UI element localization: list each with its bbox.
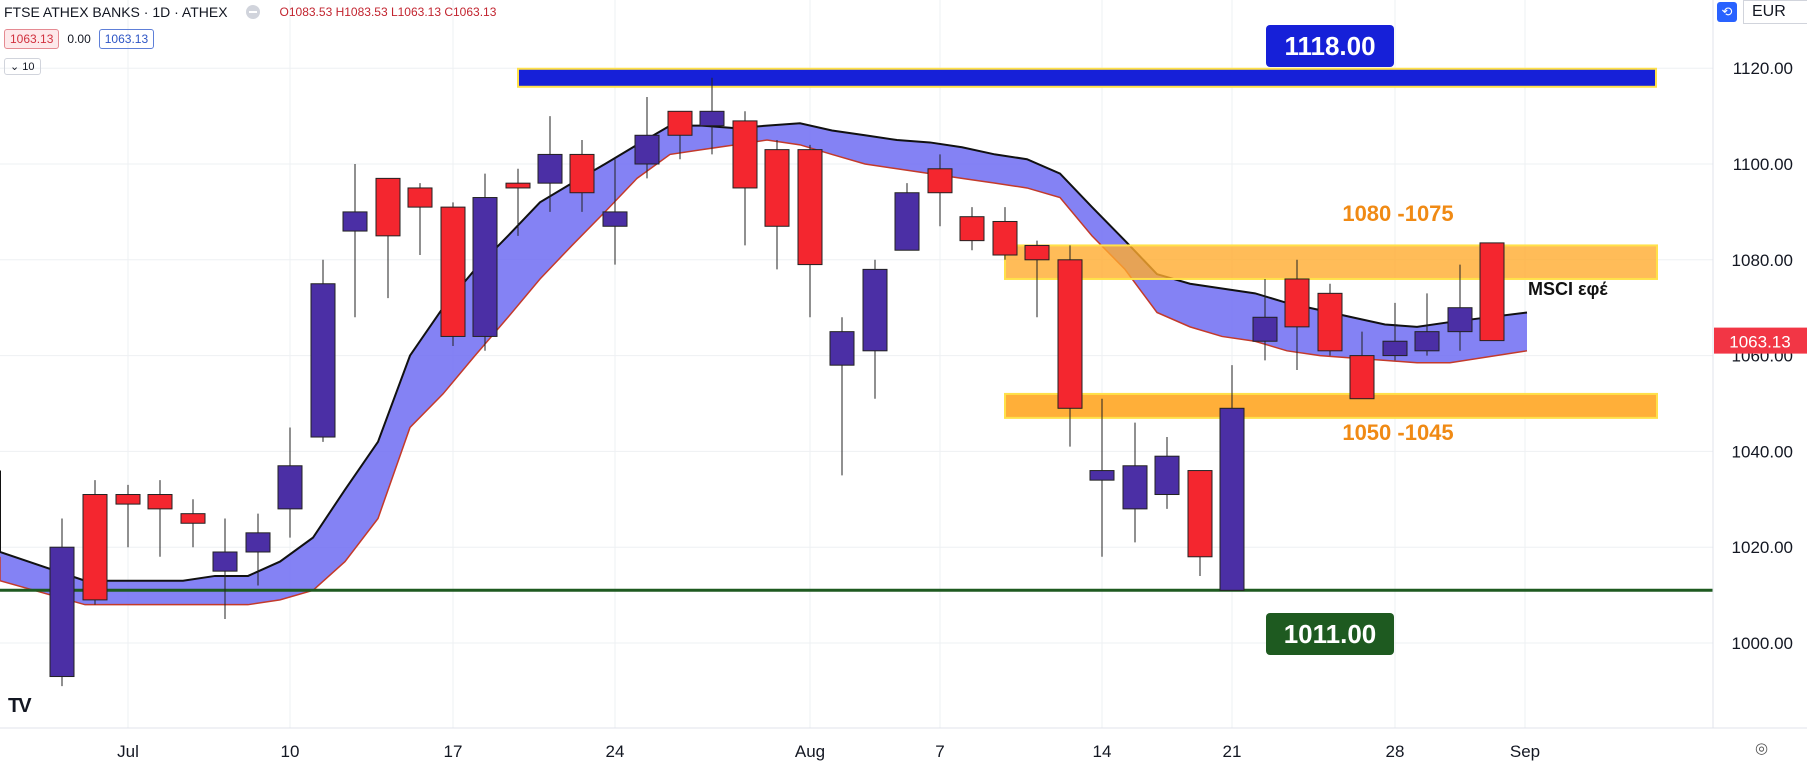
candle-body[interactable]: [472, 197, 498, 337]
upper-zone-label: 1080 -1075: [1342, 201, 1453, 226]
x-tick-label: 14: [1093, 742, 1112, 761]
y-tick-label: 1020.00: [1732, 538, 1793, 557]
candle-body[interactable]: [1414, 331, 1440, 352]
x-tick-label: Sep: [1510, 742, 1540, 761]
candle-body[interactable]: [277, 465, 303, 510]
candle-body[interactable]: [829, 331, 855, 366]
candle-body[interactable]: [1187, 470, 1213, 558]
eye-icon[interactable]: [245, 5, 260, 19]
candle-body[interactable]: [147, 494, 173, 510]
gear-icon[interactable]: ◎: [1755, 740, 1769, 757]
x-tick-label: Aug: [795, 742, 825, 761]
x-tick-label: Jul: [117, 742, 139, 761]
x-tick-label: 28: [1386, 742, 1405, 761]
x-tick-label: 24: [606, 742, 625, 761]
candle-body[interactable]: [634, 134, 660, 165]
candle-body[interactable]: [440, 206, 466, 337]
candle-body[interactable]: [1349, 355, 1375, 400]
candle-body[interactable]: [1024, 244, 1050, 261]
indicators-collapse-button[interactable]: ⌄ 10: [4, 58, 41, 75]
candle-body[interactable]: [49, 546, 75, 678]
candle-body[interactable]: [505, 182, 531, 189]
sync-icon[interactable]: ⟲: [1717, 2, 1737, 22]
candle-body[interactable]: [1252, 316, 1278, 342]
tradingview-logo[interactable]: TV: [8, 695, 32, 717]
sell-price-tag[interactable]: 1063.13: [4, 29, 60, 49]
candle-body[interactable]: [862, 268, 888, 352]
candle-body[interactable]: [1317, 292, 1343, 352]
candle-body[interactable]: [1154, 455, 1180, 496]
band-fill: [0, 123, 1527, 605]
candle-body[interactable]: [375, 177, 401, 237]
candle-body[interactable]: [602, 211, 628, 227]
candle-body[interactable]: [1382, 340, 1408, 357]
currency-control: ⟲ EUR: [1717, 0, 1807, 24]
candle-body[interactable]: [1219, 407, 1245, 591]
candle-body[interactable]: [1284, 278, 1310, 328]
upper-zone[interactable]: [1004, 244, 1658, 280]
candle-body[interactable]: [732, 120, 758, 189]
resistance-label-bg: [1266, 25, 1394, 67]
candle-body[interactable]: [927, 168, 953, 194]
candle-body[interactable]: [667, 110, 693, 136]
resistance-label: 1118.00: [1284, 31, 1375, 61]
candle-body[interactable]: [342, 211, 368, 232]
last-price-badge: [1714, 327, 1807, 354]
last-price-label: 1063.13: [1729, 333, 1790, 352]
y-tick-label: 1080.00: [1732, 251, 1793, 270]
currency-select[interactable]: EUR: [1743, 0, 1807, 24]
candle-body[interactable]: [1447, 307, 1473, 333]
buy-price-tag[interactable]: 1063.13: [98, 29, 155, 49]
x-tick-label: 10: [281, 742, 300, 761]
candle-body[interactable]: [82, 494, 108, 601]
candle-body[interactable]: [245, 532, 271, 553]
indicators-count: 10: [22, 61, 35, 73]
x-tick-label: 7: [935, 742, 944, 761]
candle-body[interactable]: [699, 110, 725, 127]
x-tick-label: 21: [1223, 742, 1242, 761]
chart-legend: FTSE ATHEX BANKS · 1D · ATHEX O1083.53 H…: [4, 4, 496, 20]
ohlc-values: O1083.53 H1083.53 L1063.13 C1063.13: [279, 5, 497, 19]
candle-body[interactable]: [1122, 465, 1148, 510]
candle-body[interactable]: [212, 551, 238, 572]
y-tick-label: 1120.00: [1733, 59, 1793, 78]
price-tags: 1063.13 0.00 1063.13: [4, 29, 155, 49]
spread-value: 0.00: [67, 32, 91, 46]
support-label-bg: [1266, 613, 1394, 655]
candle-body[interactable]: [1057, 259, 1083, 409]
candle-body[interactable]: [569, 153, 595, 194]
candle-body[interactable]: [180, 513, 206, 524]
candle-body[interactable]: [764, 149, 790, 227]
candle-body[interactable]: [407, 187, 433, 208]
candle-body[interactable]: [1479, 242, 1505, 342]
candle-body[interactable]: [1089, 470, 1115, 481]
y-tick-label: 1040.00: [1732, 442, 1793, 461]
band-lower-line: [0, 139, 1528, 606]
lower-zone-label: 1050 -1045: [1342, 420, 1453, 445]
lower-zone[interactable]: [1004, 392, 1658, 419]
candle-body[interactable]: [797, 149, 823, 266]
y-tick-label: 1100.00: [1733, 155, 1793, 174]
candle-body[interactable]: [894, 192, 920, 251]
support-label: 1011.00: [1284, 619, 1377, 649]
candle-body[interactable]: [992, 220, 1018, 256]
candle-body[interactable]: [537, 153, 563, 184]
candle-body[interactable]: [115, 494, 141, 505]
resistance-line[interactable]: [517, 67, 1657, 88]
candle-body[interactable]: [310, 283, 336, 438]
msci-note: MSCI εφέ: [1528, 279, 1608, 299]
y-tick-label: 1000.00: [1732, 634, 1793, 653]
candle-body[interactable]: [959, 216, 985, 242]
symbol-title[interactable]: FTSE ATHEX BANKS · 1D · ATHEX: [4, 4, 228, 20]
x-tick-label: 17: [444, 742, 463, 761]
